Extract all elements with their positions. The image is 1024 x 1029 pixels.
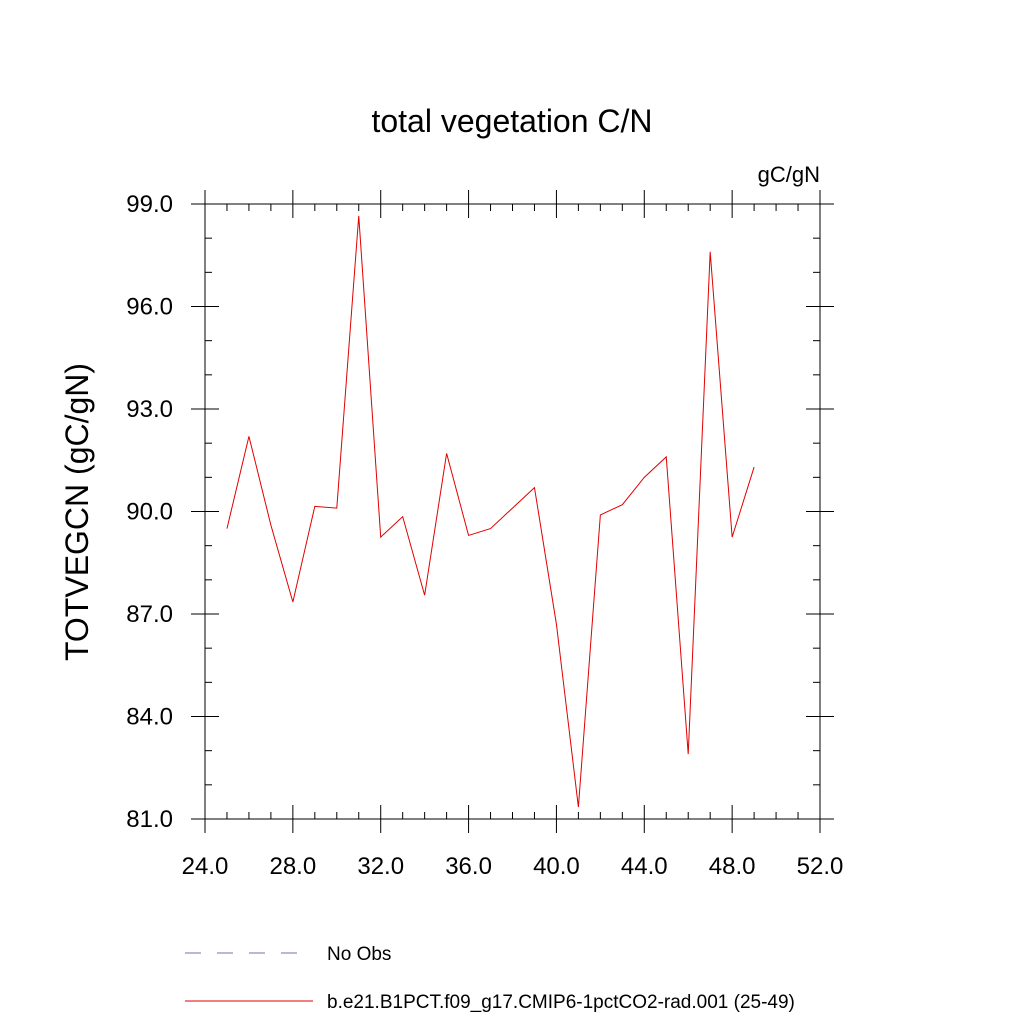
- legend: No Obs b.e21.B1PCT.f09_g17.CMIP6-1pctCO2…: [185, 944, 795, 1013]
- y-tick-label: 96.0: [126, 294, 173, 321]
- plot-frame: [204, 203, 821, 820]
- y-tick-label: 93.0: [126, 396, 173, 423]
- y-tick-label: 81.0: [126, 806, 173, 833]
- y-tick-label: 87.0: [126, 601, 173, 628]
- legend-label-no-obs: No Obs: [327, 944, 391, 965]
- units-label: gC/gN: [758, 162, 820, 187]
- series-line-0: [226, 215, 755, 808]
- y-tick-label: 84.0: [126, 704, 173, 731]
- x-tick-label: 32.0: [357, 853, 404, 880]
- x-tick-label: 24.0: [182, 853, 229, 880]
- series-layer: [226, 215, 755, 808]
- y-axis-label: TOTVEGCN (gC/gN): [59, 363, 95, 661]
- legend-item-no-obs: No Obs: [185, 944, 391, 965]
- legend-item-model-run: b.e21.B1PCT.f09_g17.CMIP6-1pctCO2-rad.00…: [185, 992, 795, 1013]
- x-tick-label: 40.0: [533, 853, 580, 880]
- legend-label-model-run: b.e21.B1PCT.f09_g17.CMIP6-1pctCO2-rad.00…: [327, 992, 795, 1013]
- y-axis-tick-labels: 81.0 84.0 87.0 90.0 93.0 96.0 99.0: [126, 191, 173, 833]
- x-tick-label: 36.0: [445, 853, 492, 880]
- x-axis-ticks: [204, 190, 821, 833]
- x-axis-tick-labels: 24.0 28.0 32.0 36.0 40.0 44.0 48.0 52.0: [182, 853, 844, 880]
- y-tick-label: 99.0: [126, 191, 173, 218]
- x-tick-label: 52.0: [797, 853, 844, 880]
- x-tick-label: 28.0: [269, 853, 316, 880]
- x-tick-label: 44.0: [621, 853, 668, 880]
- chart-title: total vegetation C/N: [371, 103, 652, 139]
- x-tick-label: 48.0: [709, 853, 756, 880]
- y-tick-label: 90.0: [126, 499, 173, 526]
- y-axis-ticks: [191, 203, 834, 820]
